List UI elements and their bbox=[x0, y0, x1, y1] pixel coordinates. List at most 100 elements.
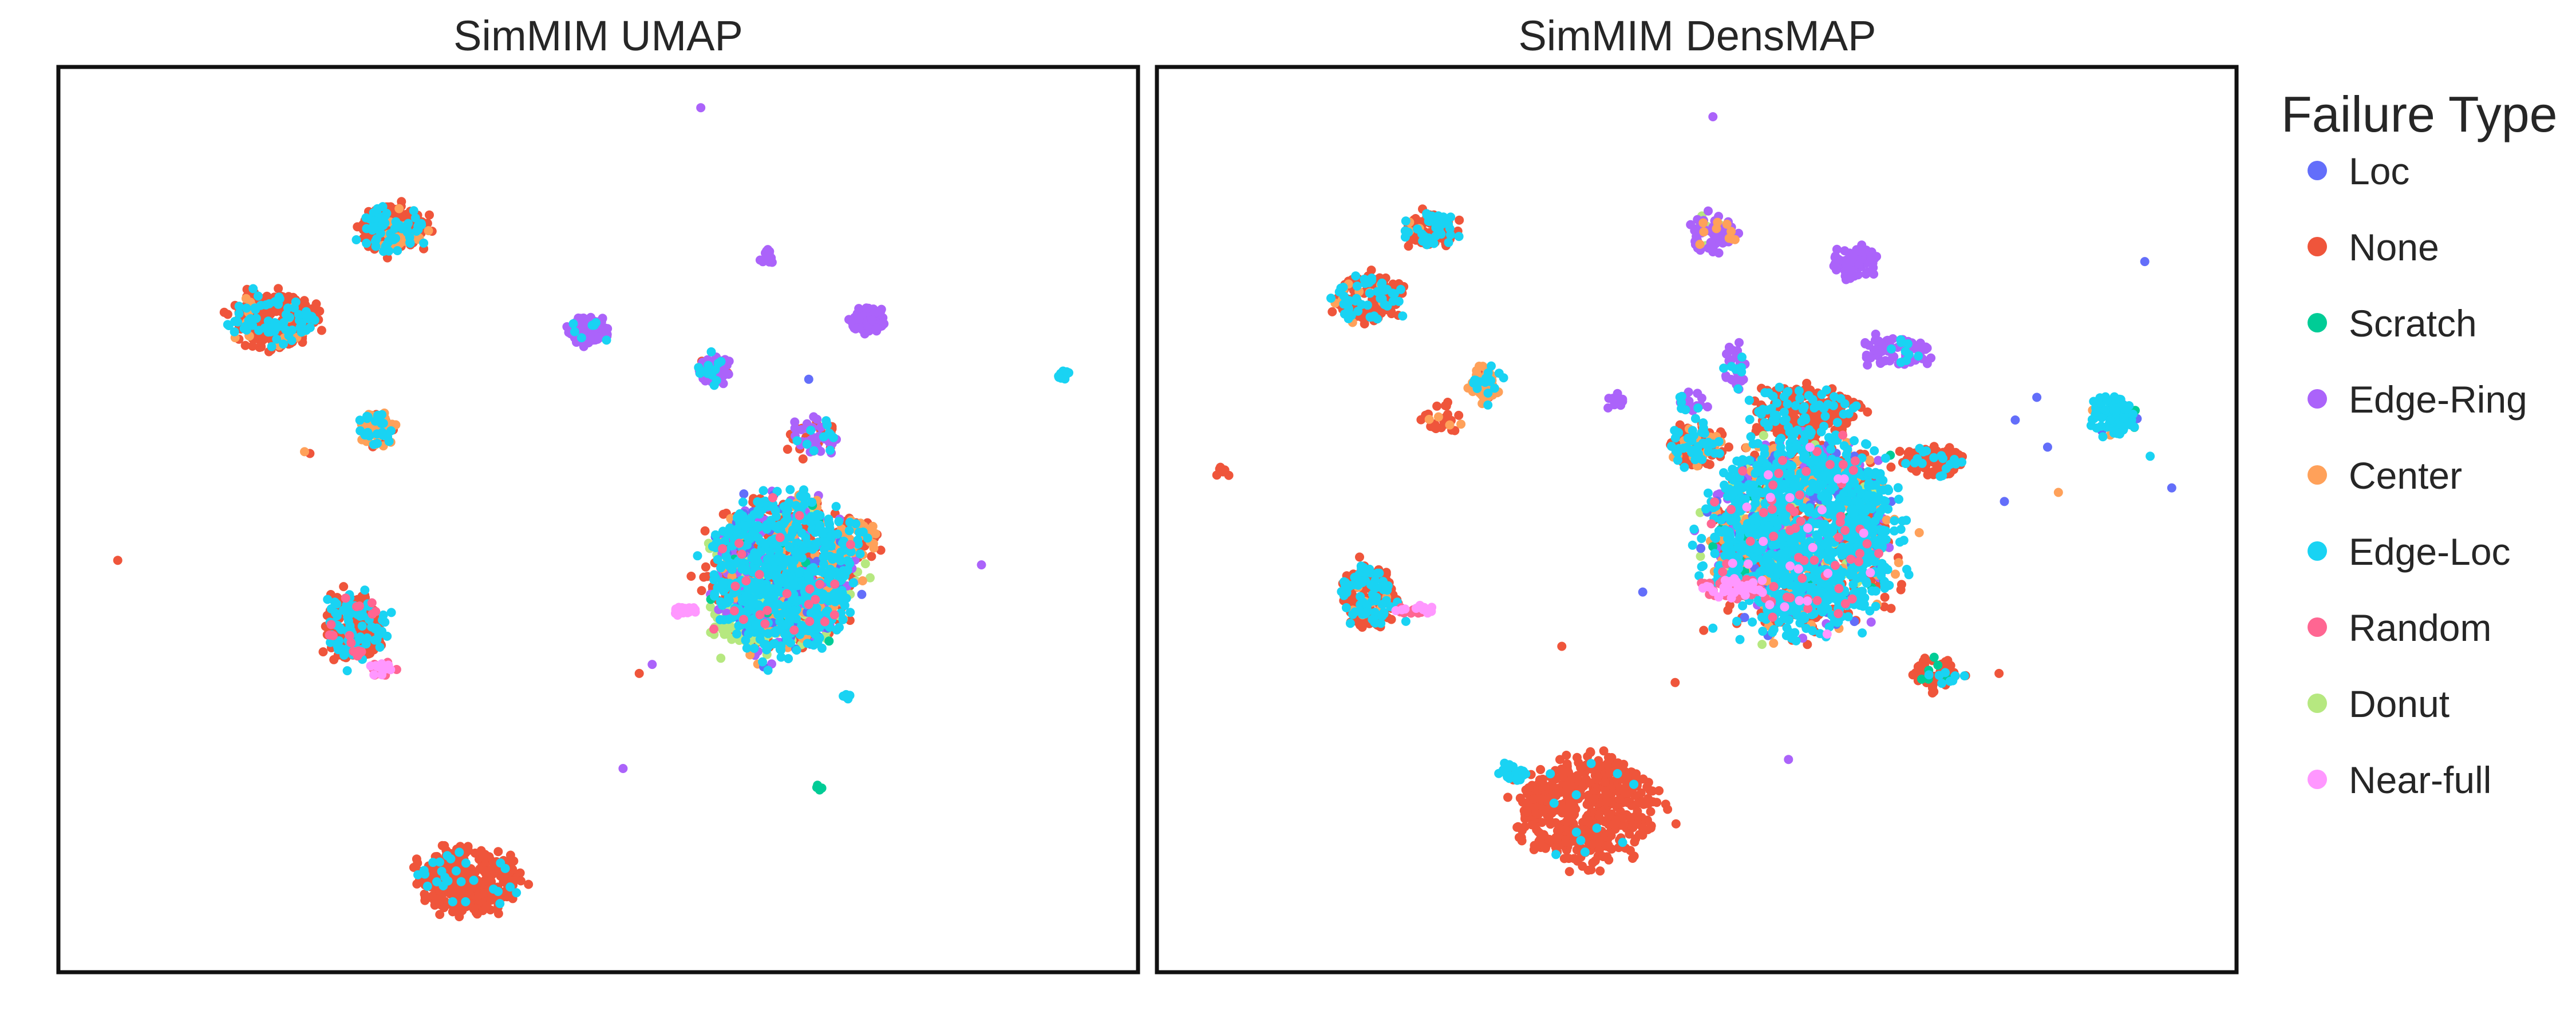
scatter-point-none bbox=[1535, 835, 1545, 845]
scatter-point-edge-loc bbox=[807, 512, 816, 521]
scatter-point-edge-loc bbox=[848, 578, 858, 588]
umap-panel-title: SimMIM UMAP bbox=[453, 12, 743, 60]
scatter-point-donut bbox=[1696, 552, 1705, 561]
scatter-point-edge-loc bbox=[386, 426, 396, 435]
scatter-point-edge-loc bbox=[362, 633, 372, 643]
scatter-point-edge-loc bbox=[773, 610, 783, 620]
scatter-point-edge-loc bbox=[384, 437, 394, 446]
scatter-point-edge-loc bbox=[272, 334, 282, 344]
scatter-point-edge-loc bbox=[741, 635, 750, 645]
scatter-point-edge-loc bbox=[234, 302, 244, 311]
scatter-point-none bbox=[1589, 794, 1599, 803]
scatter-point-edge-loc bbox=[757, 628, 767, 638]
scatter-point-edge-ring bbox=[977, 560, 986, 570]
scatter-point-edge-loc bbox=[287, 336, 297, 345]
scatter-point-edge-ring bbox=[862, 303, 871, 313]
scatter-point-none bbox=[1671, 819, 1681, 829]
scatter-point-edge-loc bbox=[763, 665, 773, 675]
scatter-point-edge-loc bbox=[409, 206, 418, 216]
scatter-point-edge-loc bbox=[390, 224, 400, 233]
scatter-point-none bbox=[1605, 828, 1615, 837]
scatter-point-edge-loc bbox=[1054, 371, 1064, 381]
scatter-point-none bbox=[686, 572, 696, 581]
scatter-point-none bbox=[1527, 820, 1536, 830]
scatter-point-random bbox=[768, 493, 777, 502]
scatter-point-edge-ring bbox=[696, 103, 706, 113]
scatter-point-near-full bbox=[690, 607, 700, 617]
scatter-point-edge-loc bbox=[817, 643, 827, 653]
scatter-point-edge-loc bbox=[846, 608, 855, 617]
scatter-point-none bbox=[274, 284, 283, 294]
scatter-point-edge-loc bbox=[410, 213, 420, 223]
scatter-point-none bbox=[701, 562, 710, 572]
scatter-point-none bbox=[240, 340, 250, 350]
scatter-point-edge-loc bbox=[806, 608, 816, 618]
scatter-point-none bbox=[1524, 783, 1534, 793]
scatter-point-edge-loc bbox=[802, 439, 812, 449]
scatter-point-random bbox=[353, 651, 362, 661]
scatter-point-none bbox=[876, 545, 886, 555]
scatter-point-edge-loc bbox=[785, 532, 795, 542]
scatter-point-none bbox=[1440, 401, 1450, 410]
scatter-point-edge-ring bbox=[851, 324, 860, 334]
scatter-point-edge-loc bbox=[724, 528, 734, 537]
scatter-point-edge-loc bbox=[738, 497, 748, 507]
scatter-point-edge-ring bbox=[761, 252, 771, 262]
scatter-point-edge-loc bbox=[792, 645, 801, 655]
scatter-point-edge-loc bbox=[339, 650, 349, 660]
scatter-point-edge-loc bbox=[456, 877, 466, 886]
scatter-point-none bbox=[1895, 446, 1905, 456]
scatter-point-edge-loc bbox=[809, 446, 819, 455]
scatter-point-none bbox=[1646, 823, 1656, 833]
scatter-point-edge-loc bbox=[773, 571, 782, 581]
scatter-point-none bbox=[1569, 854, 1579, 863]
scatter-point-edge-loc bbox=[413, 870, 422, 880]
scatter-point-none bbox=[516, 876, 526, 886]
scatter-point-edge-loc bbox=[704, 360, 713, 370]
scatter-point-none bbox=[1416, 415, 1426, 425]
scatter-point-none bbox=[413, 858, 422, 868]
scatter-point-none bbox=[1429, 422, 1439, 432]
scatter-point-none bbox=[1540, 843, 1550, 853]
scatter-point-none bbox=[524, 880, 534, 889]
scatter-point-edge-ring bbox=[872, 323, 882, 333]
scatter-point-edge-loc bbox=[695, 369, 705, 378]
scatter-point-none bbox=[472, 892, 481, 901]
scatter-point-edge-loc bbox=[765, 547, 775, 557]
scatter-point-none bbox=[1623, 797, 1633, 807]
scatter-point-loc bbox=[857, 589, 867, 599]
scatter-point-loc bbox=[739, 489, 749, 499]
scatter-point-edge-loc bbox=[838, 538, 847, 548]
scatter-point-edge-loc bbox=[432, 877, 441, 886]
scatter-point-edge-ring bbox=[867, 315, 877, 325]
scatter-point-scratch bbox=[813, 781, 823, 790]
scatter-point-edge-loc bbox=[806, 426, 816, 435]
scatter-point-edge-loc bbox=[274, 292, 284, 302]
scatter-point-edge-ring bbox=[647, 660, 657, 670]
scatter-point-none bbox=[461, 845, 471, 855]
scatter-point-edge-loc bbox=[749, 578, 758, 587]
scatter-point-none bbox=[1432, 401, 1442, 411]
scatter-point-edge-loc bbox=[815, 633, 824, 643]
scatter-point-none bbox=[1218, 467, 1228, 477]
scatter-point-none bbox=[1622, 772, 1632, 782]
scatter-point-edge-ring bbox=[847, 316, 856, 326]
scatter-point-none bbox=[1863, 407, 1872, 417]
scatter-point-none bbox=[1896, 585, 1906, 595]
scatter-point-none bbox=[1536, 764, 1546, 774]
scatter-point-edge-loc bbox=[393, 246, 402, 255]
scatter-point-random bbox=[846, 540, 855, 549]
scatter-point-edge-loc bbox=[786, 638, 795, 648]
scatter-point-random bbox=[734, 538, 744, 548]
scatter-point-edge-loc bbox=[279, 339, 288, 349]
scatter-point-none bbox=[1611, 815, 1621, 825]
scatter-point-random bbox=[718, 544, 728, 553]
scatter-point-edge-loc bbox=[305, 323, 315, 332]
scatter-point-edge-loc bbox=[576, 333, 586, 343]
scatter-point-edge-loc bbox=[710, 573, 720, 583]
scatter-point-edge-ring bbox=[579, 342, 588, 351]
scatter-point-edge-loc bbox=[837, 588, 847, 598]
scatter-point-none bbox=[1601, 841, 1611, 851]
scatter-point-edge-loc bbox=[375, 643, 385, 652]
scatter-point-none bbox=[318, 647, 328, 657]
